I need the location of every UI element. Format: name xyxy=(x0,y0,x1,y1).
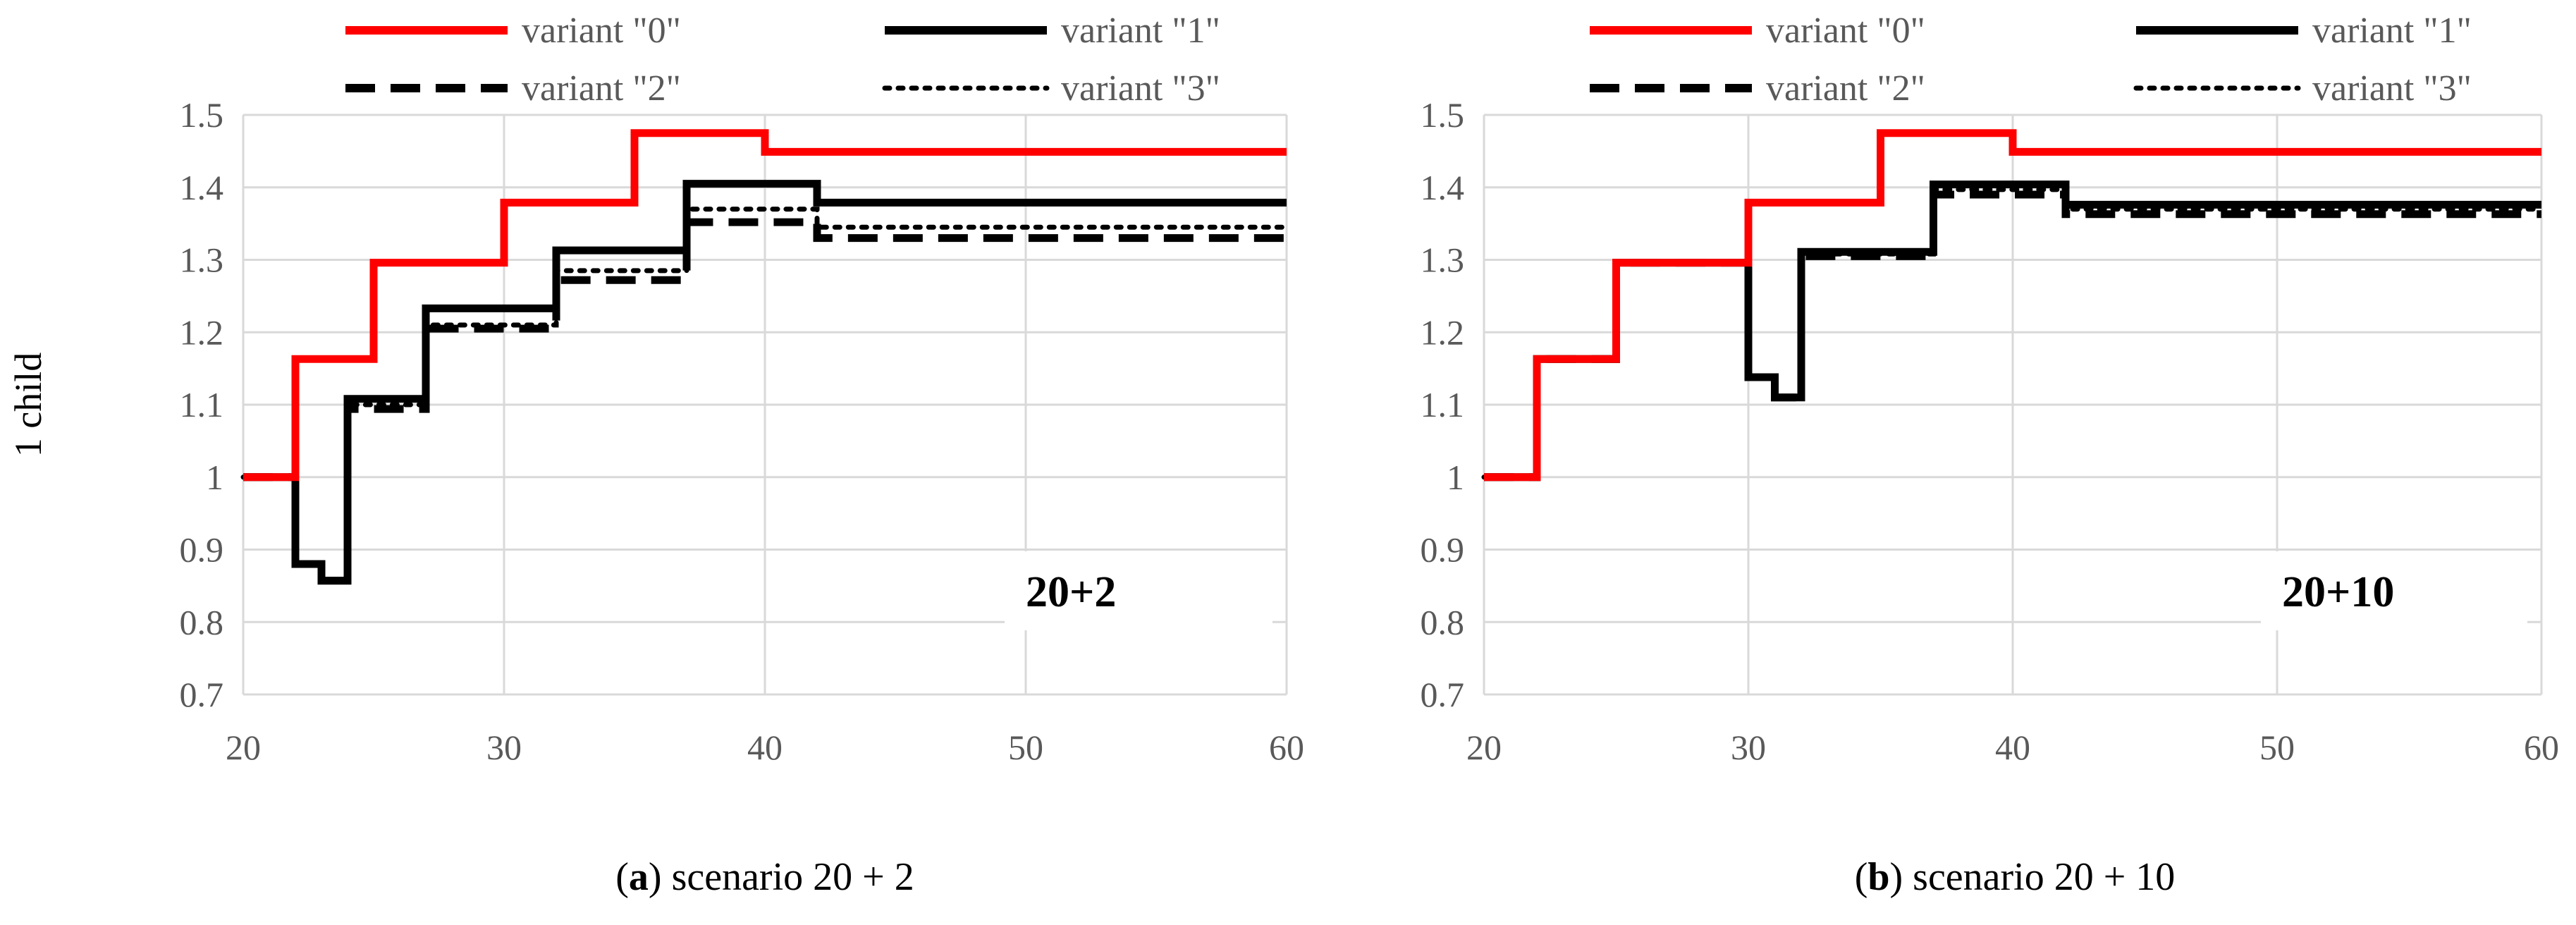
panel-annotation: 20+2 xyxy=(1026,568,1116,616)
y-tick-label: 0.8 xyxy=(1421,602,1465,642)
y-tick-label: 0.9 xyxy=(180,530,224,570)
y-tick-label: 1.1 xyxy=(180,385,224,424)
y-tick-label: 1.4 xyxy=(1421,168,1465,207)
x-tick-label: 60 xyxy=(2524,728,2559,767)
caption-text: ) scenario 20 + 10 xyxy=(1890,855,2176,899)
y-tick-label: 0.9 xyxy=(1421,530,1465,570)
y-tick-label: 0.8 xyxy=(180,602,224,642)
series-line xyxy=(243,129,1287,482)
panel-caption: (a) scenario 20 + 2 xyxy=(615,855,914,899)
legend-label: variant "1" xyxy=(1061,11,1220,51)
x-tick-label: 50 xyxy=(1008,728,1043,767)
x-tick-label: 50 xyxy=(2259,728,2295,767)
caption-text: ) scenario 20 + 2 xyxy=(649,855,914,899)
panel-b: 0.7 0.8 0.9 1 1.1 1.2 1.3 1.4 1.5 20 30 40 50 60 varia… xyxy=(1421,11,2560,899)
panel-caption: (b) scenario 20 + 10 xyxy=(1855,855,2176,899)
y-tick-label: 0.7 xyxy=(180,675,224,714)
x-tick-label: 40 xyxy=(747,728,783,767)
y-tick-label: 1 xyxy=(206,458,223,497)
y-tick-label: 1.2 xyxy=(1421,312,1465,352)
x-tick-label: 20 xyxy=(1466,728,1502,767)
y-tick-label: 0.7 xyxy=(1421,675,1465,714)
x-tick-label: 20 xyxy=(226,728,261,767)
y-tick-label: 1.3 xyxy=(1421,240,1465,280)
series-line xyxy=(243,180,1287,585)
y-tick-label: 1.3 xyxy=(180,240,224,280)
legend-label: variant "1" xyxy=(2312,11,2472,51)
y-tick-label: 1.4 xyxy=(180,168,224,207)
series-line xyxy=(1484,129,2541,482)
x-tick-label: 40 xyxy=(1995,728,2030,767)
legend-label: variant "0" xyxy=(1766,11,1925,51)
x-tick-label: 60 xyxy=(1269,728,1304,767)
panel-a: 0.7 0.8 0.9 1 1.1 1.2 1.3 1.4 1.5 20 30 40 50 60 varia… xyxy=(7,11,1304,899)
y-tick-label: 1.5 xyxy=(180,95,224,135)
legend-label: variant "3" xyxy=(2312,68,2472,109)
caption-paren-open: ( xyxy=(1855,855,1868,899)
y-tick-label: 1 xyxy=(1447,458,1464,497)
legend-label: variant "0" xyxy=(522,11,681,51)
x-tick-label: 30 xyxy=(486,728,522,767)
y-tick-label: 1.2 xyxy=(180,312,224,352)
y-tick-label: 1.5 xyxy=(1421,95,1465,135)
y-tick-label: 1.1 xyxy=(1421,385,1465,424)
panel-annotation: 20+10 xyxy=(2282,568,2394,616)
caption-paren-open: ( xyxy=(615,855,629,899)
legend-label: variant "2" xyxy=(522,68,681,109)
legend-label: variant "2" xyxy=(1766,68,1925,109)
caption-letter: b xyxy=(1867,855,1889,899)
annotation-background xyxy=(2261,551,2527,630)
legend-label: variant "3" xyxy=(1061,68,1220,109)
caption-letter: a xyxy=(629,855,649,899)
annotation-background xyxy=(1005,551,1272,630)
x-tick-label: 30 xyxy=(1731,728,1766,767)
y-axis-label: 1 child xyxy=(7,353,49,457)
